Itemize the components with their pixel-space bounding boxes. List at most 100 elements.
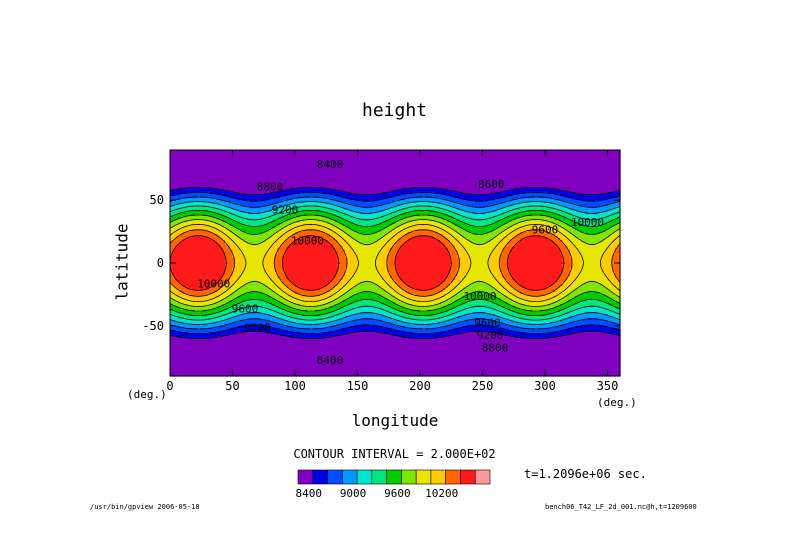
contour-band-cell (495, 236, 506, 239)
contour-band-cell (337, 200, 364, 203)
contour-band-cell (607, 222, 621, 225)
contour-band-cell (242, 254, 266, 257)
contour-band-cell (517, 296, 556, 299)
contour-band-cell (510, 240, 521, 243)
contour-band-cell (507, 244, 516, 247)
contour-band-cell (290, 288, 304, 291)
contour-fill-layer (170, 150, 621, 377)
contour-band-cell (285, 298, 299, 301)
contour-label: 9200 (272, 203, 299, 216)
contour-band-cell (245, 256, 266, 259)
contour-band-cell (327, 212, 344, 215)
contour-band-cell (615, 306, 621, 309)
contour-band-cell (560, 274, 571, 277)
contour-band-cell (470, 284, 491, 287)
contour-band-cell (232, 268, 246, 271)
contour-band-cell (212, 232, 224, 235)
contour-band-cell (377, 268, 389, 271)
contour-band-cell (272, 220, 286, 223)
contour-band-cell (170, 230, 176, 233)
contour-band-cell (277, 248, 289, 251)
contour-band-cell (345, 292, 361, 295)
contour-band-cell (607, 296, 621, 299)
contour-band-cell (400, 214, 421, 217)
contour-band-cell (345, 268, 359, 271)
contour-band-cell (232, 256, 246, 259)
contour-band-cell (405, 228, 444, 231)
contour-band-cell (607, 314, 621, 317)
contour-band-cell (565, 296, 576, 299)
contour-band-cell (382, 248, 391, 251)
contour-band-cell (185, 298, 214, 301)
contour-band-cell (525, 332, 549, 335)
contour-band-cell (382, 296, 396, 299)
contour-band-cell (222, 214, 236, 217)
contour-band-cell (612, 310, 621, 313)
contour-band-cell (547, 332, 576, 335)
contour-band-cell (615, 300, 621, 303)
contour-band-cell (460, 234, 499, 237)
contour-band-cell (287, 300, 306, 303)
contour-band-cell (222, 204, 241, 207)
contour-band-cell (220, 280, 229, 283)
x-axis-unit: (deg.) (597, 396, 637, 409)
contour-band-cell (400, 238, 411, 241)
contour-band-cell (555, 208, 571, 211)
contour-band-cell (500, 254, 511, 257)
contour-band-cell (342, 328, 394, 331)
contour-band-cell (292, 326, 331, 329)
contour-band-cell (455, 224, 471, 227)
contour-band-cell (412, 318, 436, 321)
contour-band-cell (280, 236, 291, 239)
contour-band-cell (607, 278, 619, 281)
contour-band-cell (395, 244, 404, 247)
contour-band-cell (600, 260, 614, 263)
contour-line-9800 (169, 219, 621, 307)
contour-band-cell (552, 312, 569, 315)
contour-band-cell (550, 322, 571, 325)
contour-band-cell (225, 240, 234, 243)
contour-band-cell (317, 224, 334, 227)
contour-band-cell (282, 280, 291, 283)
contour-band-cell (232, 284, 246, 287)
contour-band-cell (467, 238, 494, 241)
contour-band-cell (170, 328, 199, 331)
contour-band-cell (512, 214, 534, 217)
contour-band-cell (340, 262, 349, 265)
contour-band-cell (170, 166, 621, 169)
contour-band-cell (285, 252, 339, 255)
contour-band-cell (445, 246, 456, 249)
contour-band-cell (225, 266, 236, 269)
contour-band-cell (385, 304, 399, 307)
contour-band-cell (395, 290, 406, 293)
contour-band-cell (175, 248, 224, 251)
contour-band-cell (560, 292, 571, 295)
contour-band-cell (190, 236, 209, 239)
contour-band-cell (172, 292, 184, 295)
contour-band-cell (275, 260, 284, 263)
contour-band-cell (267, 238, 279, 241)
contour-band-cell (232, 232, 249, 235)
contour-band-cell (170, 288, 179, 291)
contour-band-cell (375, 258, 389, 261)
contour-band-cell (170, 246, 176, 249)
contour-band-cell (277, 322, 296, 325)
contour-band-cell (285, 240, 296, 243)
contour-band-cell (345, 208, 389, 211)
contour-band-cell (242, 286, 269, 289)
contour-band-cell (187, 332, 211, 335)
contour-band-cell (335, 274, 346, 277)
contour-band-cell (567, 212, 586, 215)
contour-label: 8800 (257, 181, 284, 194)
contour-band-cell (445, 224, 456, 227)
contour-band-cell (230, 328, 281, 331)
contour-band-cell (352, 314, 384, 317)
contour-band-cell (415, 210, 434, 213)
contour-band-cell (510, 270, 564, 273)
contour-band-cell (230, 286, 244, 289)
contour-band-cell (617, 206, 621, 209)
contour-band-cell (495, 326, 519, 329)
contour-band-cell (542, 300, 559, 303)
contour-band-cell (397, 250, 449, 253)
colorbar-swatch (371, 469, 387, 485)
